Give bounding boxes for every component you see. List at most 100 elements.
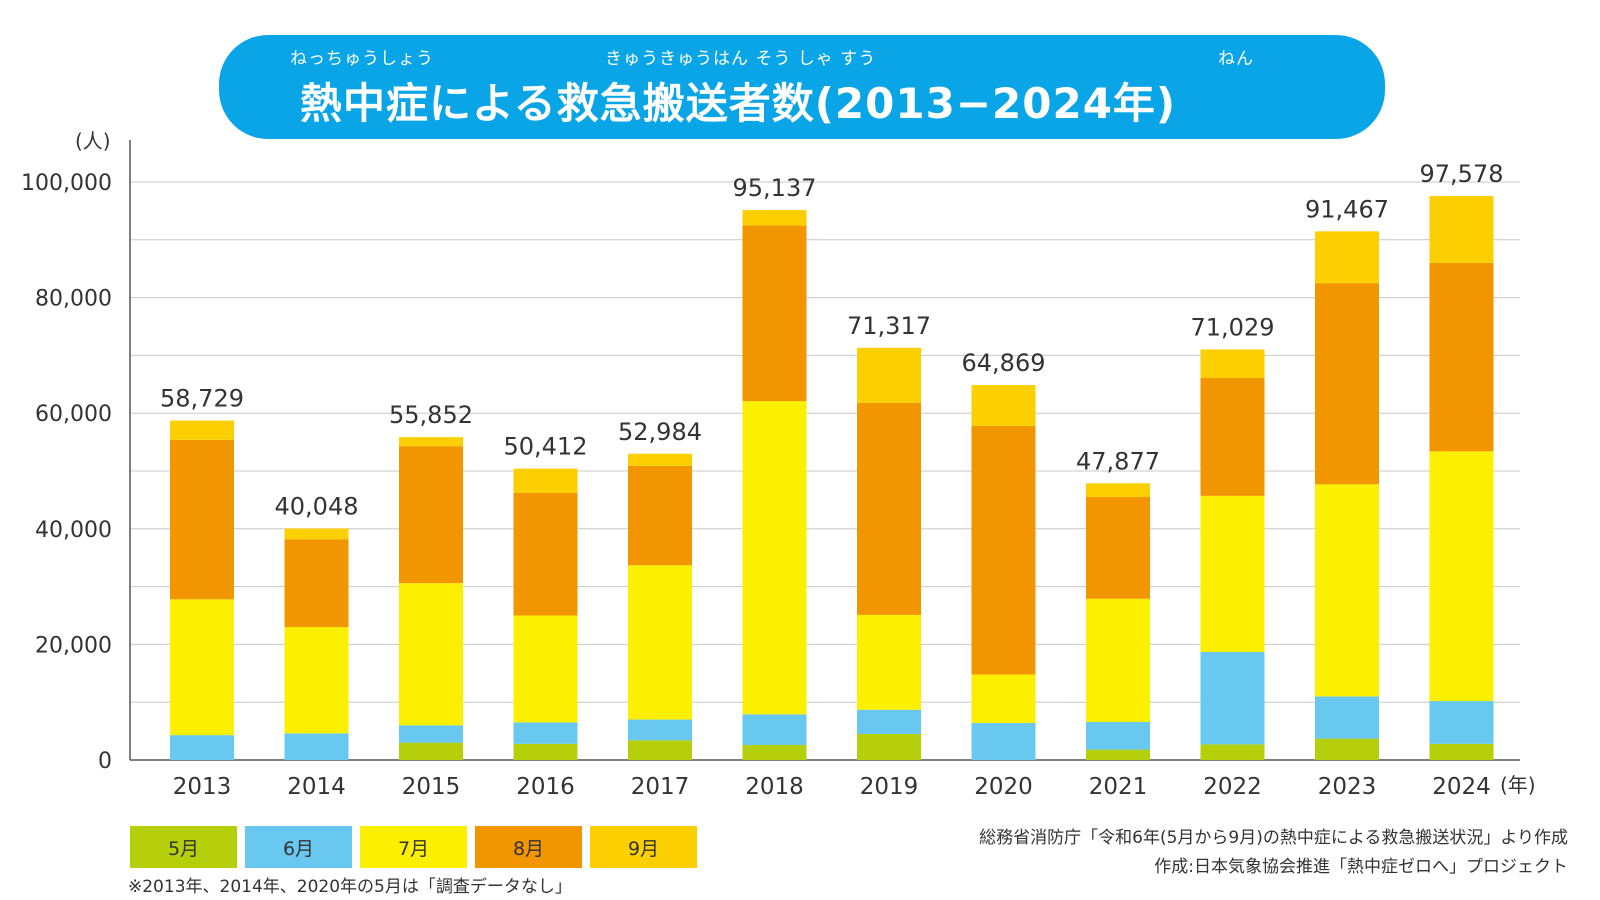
bar-segment-2023-8月 (1315, 283, 1379, 485)
total-label: 95,137 (733, 174, 817, 202)
total-label: 40,048 (275, 493, 359, 521)
x-tick-label: 2014 (287, 774, 346, 800)
bar-segment-2022-9月 (1200, 349, 1265, 378)
title-ruby-necchusho: ねっちゅうしょう (290, 49, 434, 69)
x-tick-label: 2022 (1203, 774, 1262, 800)
bar-segment-2020-8月 (971, 425, 1036, 675)
bar-segment-2022-5月 (1200, 744, 1265, 760)
x-tick-label: 2013 (173, 774, 232, 800)
total-label: 50,412 (504, 433, 588, 461)
title-ruby-kyukyuhanso: きゅうきゅうはん そう しゃ すう (605, 49, 877, 69)
bar-segment-2016-8月 (513, 492, 578, 616)
total-label: 52,984 (618, 418, 702, 446)
title-ruby-nen: ねん (1218, 49, 1254, 69)
total-label: 91,467 (1305, 195, 1389, 223)
bar-segment-2018-9月 (742, 210, 807, 226)
bar-segment-2020-9月 (971, 385, 1036, 426)
bar-segment-2016-6月 (513, 722, 578, 744)
bar-segment-2014-8月 (284, 539, 349, 628)
bar-segment-2018-8月 (742, 225, 807, 402)
x-tick-label: 2015 (402, 774, 461, 800)
bar-segment-2015-6月 (399, 725, 463, 743)
source-line-1: 総務省消防庁「令和6年(5月から9月)の熱中症による救急搬送状況」より作成 (979, 828, 1568, 848)
bar-segment-2021-9月 (1086, 483, 1150, 498)
bar-segment-2015-7月 (399, 583, 463, 726)
total-label: 58,729 (160, 385, 244, 413)
bar-segment-2024-5月 (1429, 743, 1494, 760)
bar-segment-2019-9月 (857, 347, 921, 403)
x-tick-label: 2019 (860, 774, 919, 800)
bar-segment-2019-6月 (857, 709, 921, 734)
footnote: ※2013年、2014年、2020年の5月は「調査データなし」 (128, 877, 572, 897)
bar-segment-2017-7月 (628, 565, 692, 720)
bar-segment-2017-8月 (628, 465, 692, 566)
y-tick-label: 20,000 (35, 633, 112, 658)
bar-segment-2013-9月 (170, 420, 234, 440)
bar-segment-2022-6月 (1200, 651, 1265, 745)
bar-segment-2024-8月 (1429, 262, 1494, 452)
bar-segment-2020-7月 (971, 674, 1036, 724)
bar-segment-2015-5月 (399, 742, 463, 760)
source-line-2: 作成:日本気象協会推進「熱中症ゼロへ」プロジェクト (1154, 857, 1568, 877)
total-label: 47,877 (1076, 447, 1160, 475)
bar-segment-2014-6月 (284, 733, 349, 760)
bar-segment-2023-6月 (1315, 696, 1379, 739)
legend-item-july: 7月 (360, 826, 467, 868)
bar-segment-2018-5月 (742, 744, 807, 760)
x-tick-label: 2024 (1432, 774, 1491, 800)
bar-segment-2017-5月 (628, 740, 692, 760)
bar-segment-2021-7月 (1086, 598, 1150, 722)
bar-segment-2019-7月 (857, 614, 921, 710)
y-tick-label: 60,000 (35, 402, 112, 427)
x-tick-label: 2016 (516, 774, 575, 800)
legend: 5月 6月 7月 8月 9月 (130, 826, 697, 868)
bar-segment-2023-9月 (1315, 231, 1379, 284)
bar-segment-2014-9月 (284, 528, 349, 540)
y-tick-label: 80,000 (35, 287, 112, 312)
bar-segment-2024-9月 (1429, 195, 1494, 263)
y-tick-label: 0 (98, 749, 112, 774)
x-tick-label: 2023 (1318, 774, 1377, 800)
bar-segment-2018-6月 (742, 714, 807, 745)
title-banner (222, 38, 1382, 136)
bar-segment-2017-6月 (628, 719, 692, 741)
bar-segment-2013-6月 (170, 735, 234, 760)
x-tick-label: 2017 (631, 774, 690, 800)
legend-item-may: 5月 (130, 826, 237, 868)
total-label: 71,029 (1191, 313, 1275, 341)
total-label: 64,869 (962, 349, 1046, 377)
bar-segment-2013-8月 (170, 439, 234, 600)
y-tick-label: 100,000 (21, 171, 112, 196)
bar-segment-2019-8月 (857, 402, 921, 615)
bar-segment-2024-6月 (1429, 701, 1494, 744)
legend-item-september: 9月 (590, 826, 697, 868)
x-axis-unit: (年) (1500, 773, 1536, 797)
bar-segment-2022-8月 (1200, 377, 1265, 496)
bar-segment-2019-5月 (857, 733, 921, 760)
bar-segment-2013-7月 (170, 599, 234, 736)
bar-segment-2016-5月 (513, 743, 578, 760)
bar-segment-2020-6月 (971, 723, 1036, 760)
bar-segment-2023-5月 (1315, 738, 1379, 760)
bar-segment-2024-7月 (1429, 451, 1494, 702)
bar-segment-2021-8月 (1086, 497, 1150, 599)
bar-segment-2015-8月 (399, 446, 463, 584)
y-tick-label: 40,000 (35, 518, 112, 543)
bar-segment-2022-7月 (1200, 495, 1265, 652)
x-tick-label: 2020 (974, 774, 1033, 800)
total-label: 71,317 (847, 312, 931, 340)
bar-segment-2021-6月 (1086, 721, 1150, 750)
bar-segment-2017-9月 (628, 453, 692, 466)
chart-title: 熱中症による救急搬送者数(2013−2024年) (300, 79, 1177, 128)
total-label: 55,852 (389, 401, 473, 429)
bar-segment-2021-5月 (1086, 749, 1150, 760)
bar-segment-2018-7月 (742, 401, 807, 715)
x-tick-label: 2018 (745, 774, 804, 800)
bar-segment-2014-7月 (284, 627, 349, 734)
bar-segment-2023-7月 (1315, 484, 1379, 697)
bar-segment-2016-7月 (513, 615, 578, 723)
legend-item-june: 6月 (245, 826, 352, 868)
bar-segment-2016-9月 (513, 468, 578, 493)
x-tick-label: 2021 (1089, 774, 1148, 800)
